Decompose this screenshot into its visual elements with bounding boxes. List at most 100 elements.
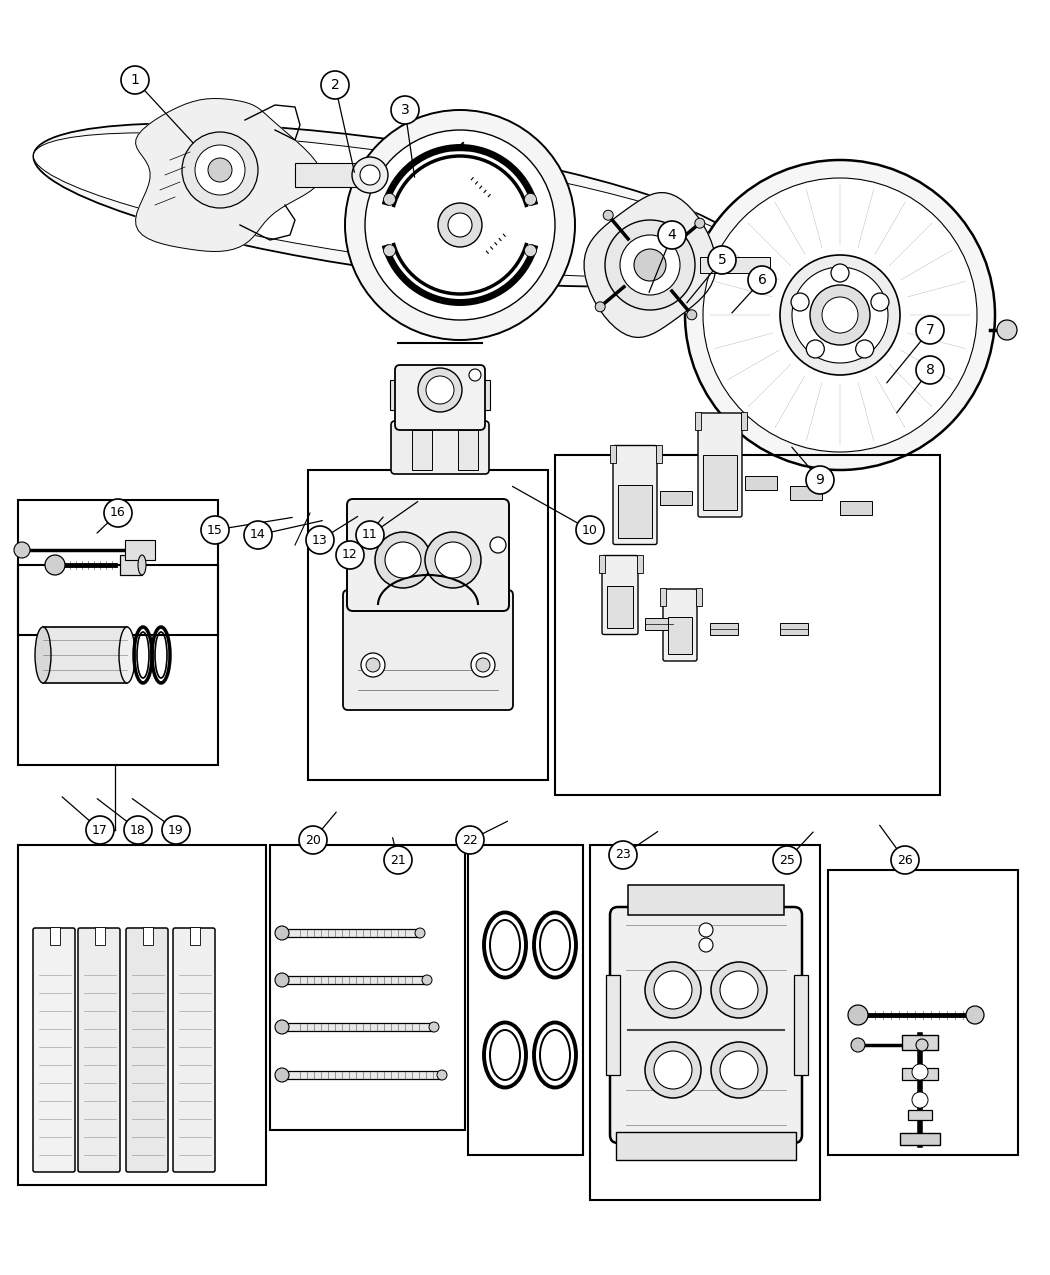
- Bar: [700, 258, 770, 273]
- Bar: [668, 617, 692, 654]
- Bar: [610, 445, 616, 463]
- Bar: [282, 1023, 434, 1031]
- Text: 13: 13: [312, 533, 328, 547]
- Circle shape: [121, 66, 149, 94]
- Text: 25: 25: [779, 853, 795, 867]
- Circle shape: [891, 847, 919, 873]
- Circle shape: [525, 194, 537, 205]
- Circle shape: [201, 516, 229, 544]
- Bar: [828, 870, 1018, 1155]
- Circle shape: [699, 923, 713, 937]
- Bar: [704, 455, 737, 510]
- Bar: [412, 430, 432, 470]
- Circle shape: [438, 203, 482, 247]
- Ellipse shape: [369, 163, 381, 187]
- Bar: [120, 555, 142, 575]
- Circle shape: [699, 938, 713, 952]
- Bar: [741, 412, 747, 430]
- Circle shape: [916, 356, 944, 384]
- Circle shape: [654, 1051, 692, 1089]
- Circle shape: [365, 130, 555, 320]
- Text: 3: 3: [401, 103, 410, 117]
- Bar: [590, 845, 820, 1200]
- Bar: [18, 565, 218, 765]
- Circle shape: [435, 542, 471, 578]
- Bar: [390, 380, 400, 411]
- Circle shape: [208, 158, 232, 182]
- Bar: [780, 623, 808, 635]
- Ellipse shape: [34, 133, 747, 277]
- Circle shape: [916, 1039, 928, 1051]
- Circle shape: [415, 928, 425, 938]
- Bar: [607, 586, 633, 627]
- Text: 5: 5: [717, 252, 727, 266]
- Circle shape: [383, 245, 396, 256]
- Bar: [468, 845, 583, 1155]
- Bar: [270, 845, 465, 1130]
- Circle shape: [695, 218, 705, 228]
- Circle shape: [998, 320, 1017, 340]
- Circle shape: [704, 179, 976, 453]
- Bar: [190, 927, 200, 945]
- Circle shape: [711, 963, 766, 1017]
- Bar: [125, 541, 155, 560]
- Bar: [94, 927, 105, 945]
- Circle shape: [471, 653, 495, 677]
- Bar: [618, 486, 652, 538]
- Text: 22: 22: [462, 834, 478, 847]
- Bar: [555, 455, 940, 796]
- Circle shape: [687, 310, 697, 320]
- Ellipse shape: [34, 124, 747, 287]
- Circle shape: [605, 221, 695, 310]
- Circle shape: [720, 1051, 758, 1089]
- Circle shape: [182, 133, 258, 208]
- Circle shape: [383, 194, 396, 205]
- Bar: [616, 1132, 796, 1160]
- Bar: [18, 845, 266, 1184]
- Circle shape: [848, 1005, 868, 1025]
- Circle shape: [711, 1042, 766, 1098]
- Text: 19: 19: [168, 824, 184, 836]
- Circle shape: [86, 816, 114, 844]
- Circle shape: [525, 245, 537, 256]
- Circle shape: [806, 465, 834, 493]
- Text: 18: 18: [130, 824, 146, 836]
- Circle shape: [792, 266, 888, 363]
- Circle shape: [426, 376, 454, 404]
- Text: 6: 6: [757, 273, 766, 287]
- Circle shape: [469, 368, 481, 381]
- Circle shape: [576, 516, 604, 544]
- Bar: [143, 927, 153, 945]
- Text: 23: 23: [615, 848, 631, 862]
- Bar: [637, 555, 643, 572]
- Bar: [790, 486, 822, 500]
- Bar: [50, 927, 60, 945]
- Text: 4: 4: [668, 228, 676, 242]
- FancyBboxPatch shape: [33, 928, 75, 1172]
- Circle shape: [456, 826, 484, 854]
- Circle shape: [124, 816, 152, 844]
- Circle shape: [162, 816, 190, 844]
- Circle shape: [708, 246, 736, 274]
- Circle shape: [780, 255, 900, 375]
- Circle shape: [306, 527, 334, 555]
- Text: 16: 16: [110, 506, 126, 519]
- FancyBboxPatch shape: [126, 928, 168, 1172]
- Circle shape: [806, 340, 824, 358]
- Circle shape: [275, 926, 289, 940]
- Circle shape: [912, 1065, 928, 1080]
- Circle shape: [870, 293, 889, 311]
- Polygon shape: [584, 193, 716, 338]
- Circle shape: [448, 213, 472, 237]
- Circle shape: [375, 532, 430, 588]
- Ellipse shape: [119, 627, 135, 683]
- Text: 11: 11: [362, 529, 378, 542]
- Circle shape: [360, 164, 380, 185]
- Circle shape: [720, 972, 758, 1009]
- Text: 17: 17: [92, 824, 108, 836]
- Circle shape: [773, 847, 801, 873]
- Text: 10: 10: [582, 524, 597, 537]
- Bar: [840, 501, 871, 515]
- Circle shape: [418, 368, 462, 412]
- FancyBboxPatch shape: [395, 365, 485, 430]
